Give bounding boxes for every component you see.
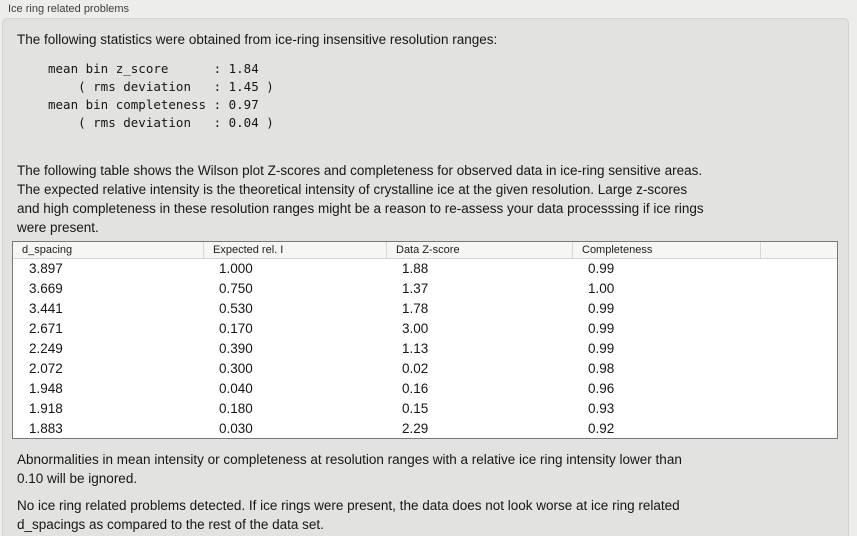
table-cell bbox=[760, 378, 837, 398]
table-cell: 0.390 bbox=[219, 341, 253, 356]
table-cell: 0.030 bbox=[219, 420, 253, 436]
table-row[interactable]: 2.072 0.300 0.02 0.98 bbox=[13, 358, 837, 378]
table-cell: 0.99 bbox=[588, 341, 615, 356]
table-cell: 0.02 bbox=[402, 360, 429, 376]
table-cell bbox=[760, 319, 837, 339]
table-cell: 0.16 bbox=[402, 380, 429, 396]
description-line: The expected relative intensity is the t… bbox=[17, 182, 688, 197]
table-cell: 0.93 bbox=[588, 400, 615, 416]
table-cell: 1.37 bbox=[402, 281, 429, 297]
table-row[interactable]: 1.948 0.040 0.16 0.96 bbox=[13, 378, 837, 398]
table-cell: 2.249 bbox=[29, 341, 63, 356]
table-cell: 3.669 bbox=[29, 281, 63, 297]
table-cell: 0.99 bbox=[588, 261, 615, 277]
table-cell: 2.671 bbox=[29, 321, 63, 337]
table-cell bbox=[760, 299, 837, 319]
table-cell: 0.040 bbox=[219, 380, 253, 396]
table-cell: 1.918 bbox=[29, 400, 63, 416]
table-cell: 1.000 bbox=[219, 261, 253, 277]
table-row[interactable]: 1.883 0.030 2.29 0.92 bbox=[13, 418, 837, 438]
stats-summary-block: mean bin z_score : 1.84 ( rms deviation … bbox=[48, 60, 848, 132]
table-cell: 1.88 bbox=[402, 261, 429, 277]
table-cell: 0.300 bbox=[219, 360, 253, 376]
table-cell: 2.072 bbox=[29, 360, 63, 376]
table-cell: 0.99 bbox=[588, 301, 615, 317]
description-line: were present. bbox=[17, 220, 99, 235]
description-line: The following table shows the Wilson plo… bbox=[17, 163, 703, 178]
stat-line-mean-z-score: mean bin z_score : 1.84 bbox=[48, 61, 259, 76]
table-cell bbox=[760, 279, 837, 299]
column-header-empty bbox=[760, 242, 837, 258]
table-cell: 0.96 bbox=[588, 380, 615, 396]
table-row[interactable]: 2.671 0.170 3.00 0.99 bbox=[13, 319, 837, 339]
stat-line-mean-completeness: mean bin completeness : 0.97 bbox=[48, 97, 259, 112]
column-header-d-spacing[interactable]: d_spacing bbox=[22, 244, 73, 256]
table-cell: 1.78 bbox=[402, 301, 429, 317]
table-cell: 0.530 bbox=[219, 301, 253, 317]
table-cell: 1.00 bbox=[588, 281, 615, 297]
stat-line-z-rms-deviation: ( rms deviation : 1.45 ) bbox=[48, 79, 274, 94]
table-cell bbox=[760, 358, 837, 378]
description-line: and high completeness in these resolutio… bbox=[17, 201, 704, 216]
table-cell: 0.750 bbox=[219, 281, 253, 297]
table-cell: 0.15 bbox=[402, 400, 429, 416]
ice-ring-table[interactable]: d_spacing Expected rel. I Data Z-score C… bbox=[12, 241, 838, 440]
table-row[interactable]: 1.918 0.180 0.15 0.93 bbox=[13, 398, 837, 418]
note-line: No ice ring related problems detected. I… bbox=[17, 498, 680, 514]
table-cell: 3.00 bbox=[402, 321, 429, 337]
conclusion-note: No ice ring related problems detected. I… bbox=[17, 496, 848, 534]
table-row[interactable]: 2.249 0.390 1.13 0.99 bbox=[13, 339, 837, 359]
table-cell: 1.883 bbox=[29, 420, 63, 436]
table-cell: 2.29 bbox=[402, 420, 429, 436]
table-cell: 0.98 bbox=[588, 360, 615, 376]
table-body: 3.897 1.000 1.88 0.99 3.669 0.750 1.37 1.00 3.44… bbox=[13, 259, 837, 438]
note-line: 0.10 will be ignored. bbox=[17, 471, 138, 487]
table-cell bbox=[760, 398, 837, 418]
table-cell: 0.170 bbox=[219, 321, 253, 337]
table-cell: 3.441 bbox=[29, 301, 63, 317]
table-cell: 0.180 bbox=[219, 400, 253, 416]
table-header-row: d_spacing Expected rel. I Data Z-score C… bbox=[13, 242, 837, 259]
column-header-data-z-score[interactable]: Data Z-score bbox=[386, 242, 572, 258]
groupbox-label: Ice ring related problems bbox=[8, 3, 130, 15]
note-line: Abnormalities in mean intensity or compl… bbox=[17, 452, 682, 468]
table-cell: 3.897 bbox=[29, 261, 63, 277]
stat-line-completeness-rms-deviation: ( rms deviation : 0.04 ) bbox=[48, 115, 274, 130]
table-row[interactable]: 3.897 1.000 1.88 0.99 bbox=[13, 259, 837, 279]
table-cell: 1.13 bbox=[402, 341, 429, 356]
intro-text: The following statistics were obtained f… bbox=[17, 32, 498, 47]
ignore-threshold-note: Abnormalities in mean intensity or compl… bbox=[17, 450, 848, 488]
column-header-completeness[interactable]: Completeness bbox=[572, 242, 760, 258]
table-cell: 0.92 bbox=[588, 420, 615, 436]
table-row[interactable]: 3.669 0.750 1.37 1.00 bbox=[13, 279, 837, 299]
ice-ring-groupbox: The following statistics were obtained f… bbox=[2, 18, 849, 536]
column-header-expected-rel-i[interactable]: Expected rel. I bbox=[203, 242, 386, 258]
table-cell bbox=[760, 259, 837, 279]
table-cell: 1.948 bbox=[29, 380, 63, 396]
table-cell: 0.99 bbox=[588, 321, 615, 337]
table-cell bbox=[760, 418, 837, 438]
table-row[interactable]: 3.441 0.530 1.78 0.99 bbox=[13, 299, 837, 319]
table-description: The following table shows the Wilson plo… bbox=[17, 161, 848, 237]
note-line: d_spacings as compared to the rest of th… bbox=[17, 517, 324, 533]
table-cell bbox=[760, 339, 837, 359]
